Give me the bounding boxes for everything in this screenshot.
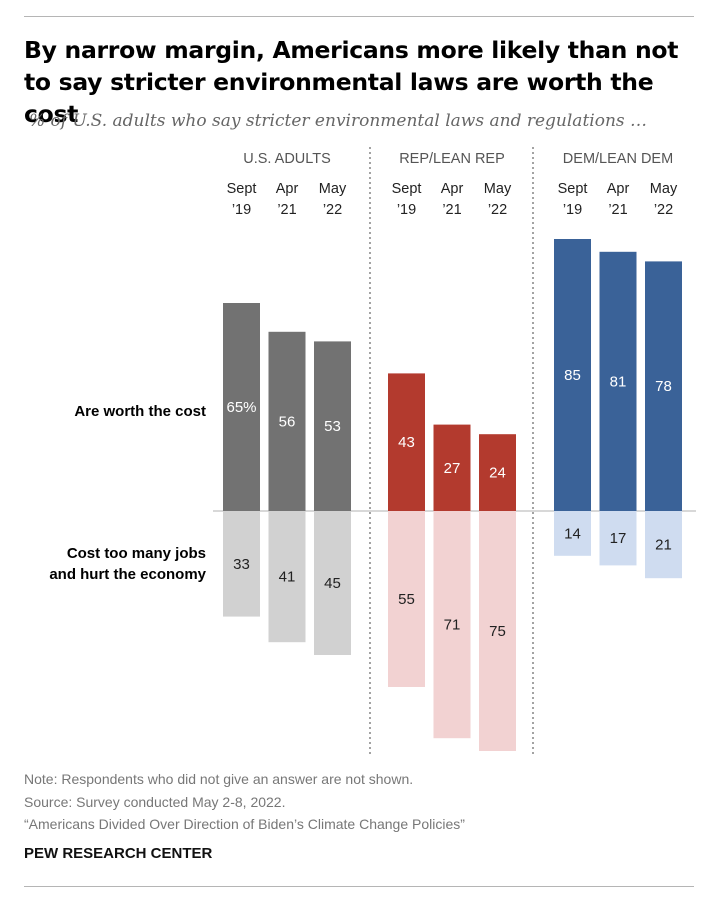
row-label-cost: and hurt the economy	[49, 566, 206, 583]
bar-value-worth: 53	[324, 418, 341, 435]
bar-worth	[433, 424, 471, 511]
group-header: DEM/LEAN DEM	[563, 151, 673, 167]
bar-value-worth: 56	[279, 413, 296, 430]
bar-worth	[554, 239, 591, 511]
bar-cost	[223, 511, 260, 617]
bar-cost	[268, 511, 306, 643]
bar-cost	[554, 511, 591, 556]
bar-worth	[314, 341, 351, 511]
period-label: ’22	[654, 202, 673, 218]
bar-worth	[599, 251, 637, 512]
chart-subtitle: % of U.S. adults who say stricter enviro…	[29, 111, 648, 131]
bar-cost	[388, 511, 425, 687]
period-label: Sept	[558, 181, 588, 197]
period-label: ’19	[232, 202, 251, 218]
bottom-rule	[24, 886, 694, 887]
period-label: ’19	[563, 202, 582, 218]
bar-cost	[599, 511, 637, 566]
bar-worth	[268, 331, 306, 511]
bar-cost	[479, 511, 516, 751]
bar-value-worth: 78	[655, 378, 672, 395]
bar-value-cost: 21	[655, 537, 672, 554]
note-text: Note: Respondents who did not give an an…	[24, 771, 414, 787]
bar-cost	[314, 511, 351, 655]
period-label: Apr	[607, 181, 630, 197]
bar-value-cost: 14	[564, 525, 581, 542]
pew-research-center-logo: PEW RESEARCH CENTER	[24, 845, 213, 862]
bar-value-cost: 17	[610, 530, 627, 547]
bar-value-worth: 65%	[226, 399, 256, 416]
period-label: May	[650, 181, 678, 197]
period-label: Apr	[441, 181, 464, 197]
bar-cost	[645, 511, 682, 579]
bar-cost	[433, 511, 471, 739]
period-label: ’22	[488, 202, 507, 218]
bar-worth	[645, 261, 682, 511]
bar-value-worth: 27	[444, 460, 461, 477]
group-header: REP/LEAN REP	[399, 151, 505, 167]
period-label: ’19	[397, 202, 416, 218]
row-label-worth: Are worth the cost	[74, 403, 206, 420]
bar-value-cost: 41	[279, 569, 296, 586]
row-label-cost: Cost too many jobs	[67, 545, 206, 562]
period-label: May	[319, 181, 347, 197]
bar-value-cost: 33	[233, 556, 250, 573]
period-label: Apr	[276, 181, 299, 197]
report-title-text: “Americans Divided Over Direction of Bid…	[24, 816, 465, 832]
bar-worth	[479, 434, 516, 511]
source-text: Source: Survey conducted May 2-8, 2022.	[24, 794, 286, 810]
period-label: Sept	[392, 181, 422, 197]
period-label: Sept	[227, 181, 257, 197]
bar-worth	[388, 373, 425, 511]
period-label: May	[484, 181, 512, 197]
group-header: U.S. ADULTS	[243, 151, 331, 167]
chart-title: By narrow margin, Americans more likely …	[24, 36, 679, 128]
period-label: ’21	[608, 202, 627, 218]
bar-value-cost: 75	[489, 623, 506, 640]
period-label: ’21	[442, 202, 461, 218]
bar-value-worth: 81	[610, 373, 627, 390]
bar-value-worth: 24	[489, 465, 506, 482]
bar-value-cost: 55	[398, 591, 415, 608]
bar-chart: Are worth the cost Cost too many jobs and …	[49, 147, 696, 755]
period-label: ’21	[277, 202, 296, 218]
top-rule	[24, 16, 694, 17]
bar-worth	[223, 303, 260, 511]
bar-value-cost: 71	[444, 617, 461, 634]
bar-value-worth: 43	[398, 434, 415, 451]
bar-value-cost: 45	[324, 575, 341, 592]
period-label: ’22	[323, 202, 342, 218]
bar-value-worth: 85	[564, 367, 581, 384]
